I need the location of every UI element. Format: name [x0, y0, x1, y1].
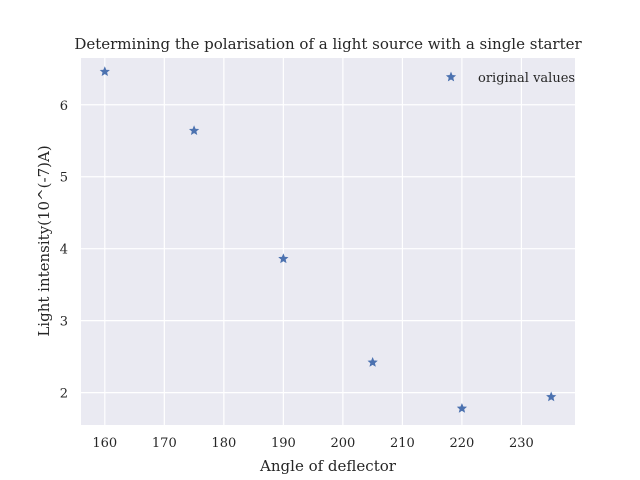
legend-label: original values	[478, 71, 575, 86]
chart-title: Determining the polarisation of a light …	[74, 35, 582, 53]
data-point-star	[278, 253, 289, 264]
data-point-star	[188, 125, 200, 136]
y-tick-label: 6	[60, 99, 68, 114]
x-tick-label: 190	[271, 436, 296, 451]
x-tick-label: 230	[509, 436, 534, 451]
x-tick-label: 160	[92, 436, 117, 451]
grid	[81, 58, 575, 425]
plot-area	[81, 58, 575, 425]
y-tick-label: 4	[60, 243, 68, 258]
legend: original values	[445, 71, 575, 86]
y-tick-label: 2	[60, 387, 68, 402]
y-axis-label: Light intensity(10^(-7)A)	[35, 145, 53, 336]
y-tick-label: 5	[60, 171, 68, 186]
data-point-star	[99, 66, 110, 77]
data-points	[99, 66, 557, 413]
x-tick-label: 180	[211, 436, 236, 451]
x-tick-label: 200	[330, 436, 355, 451]
y-tick-label: 3	[60, 315, 68, 330]
x-tick-labels: 160 170 180 190 200 210 220 230	[92, 436, 533, 451]
data-point-star	[367, 357, 378, 367]
data-point-star	[546, 391, 557, 402]
y-tick-labels: 2 3 4 5 6	[60, 99, 68, 402]
x-tick-label: 210	[390, 436, 415, 451]
x-tick-label: 220	[450, 436, 475, 451]
legend-star-icon	[445, 71, 457, 82]
x-axis-label: Angle of deflector	[259, 457, 397, 475]
data-point-star	[456, 403, 468, 413]
x-tick-label: 170	[152, 436, 177, 451]
